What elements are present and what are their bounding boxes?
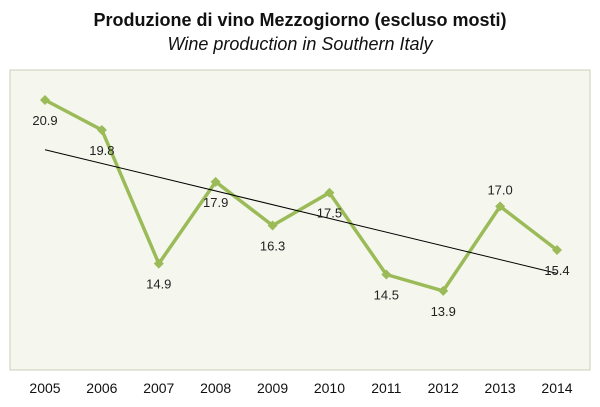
x-tick-label-2011: 2011 — [371, 380, 401, 396]
data-point-2012 — [438, 285, 449, 296]
data-label-2006: 19.8 — [89, 143, 114, 158]
data-label-2012: 13.9 — [431, 304, 456, 319]
x-tick-label-2014: 2014 — [541, 380, 572, 396]
x-tick-label-2005: 2005 — [29, 380, 60, 396]
data-label-2013: 17.0 — [487, 182, 512, 197]
series-line — [44, 98, 559, 293]
data-label-2007: 14.9 — [146, 277, 171, 292]
trendline — [44, 149, 558, 274]
chart-subtitle: Wine production in Southern Italy — [167, 34, 433, 54]
data-label-2008: 17.9 — [203, 195, 228, 210]
data-label-2005: 20.9 — [32, 113, 57, 128]
data-point-2008 — [210, 176, 221, 187]
data-point-2006 — [96, 125, 107, 135]
data-label-2014: 15.4 — [544, 263, 569, 278]
data-point-2009 — [267, 220, 278, 231]
data-point-2007 — [153, 258, 164, 269]
data-point-2013 — [495, 201, 506, 212]
data-label-2011: 14.5 — [374, 288, 399, 303]
data-point-2014 — [552, 245, 562, 255]
chart-title: Produzione di vino Mezzogiorno (escluso … — [93, 10, 507, 30]
x-tick-label-2007: 2007 — [143, 380, 174, 396]
data-point-2011 — [381, 269, 392, 280]
plot-area — [9, 69, 591, 371]
x-tick-label-2012: 2012 — [428, 380, 459, 396]
data-point-2005 — [40, 95, 50, 105]
x-tick-label-2013: 2013 — [485, 380, 516, 396]
x-tick-label-2010: 2010 — [314, 380, 345, 396]
x-tick-label-2008: 2008 — [200, 380, 231, 396]
data-label-2010: 17.5 — [317, 206, 342, 221]
x-tick-label-2006: 2006 — [86, 380, 117, 396]
x-tick-label-2009: 2009 — [257, 380, 288, 396]
data-point-2010 — [324, 187, 335, 198]
data-label-2009: 16.3 — [260, 238, 285, 253]
